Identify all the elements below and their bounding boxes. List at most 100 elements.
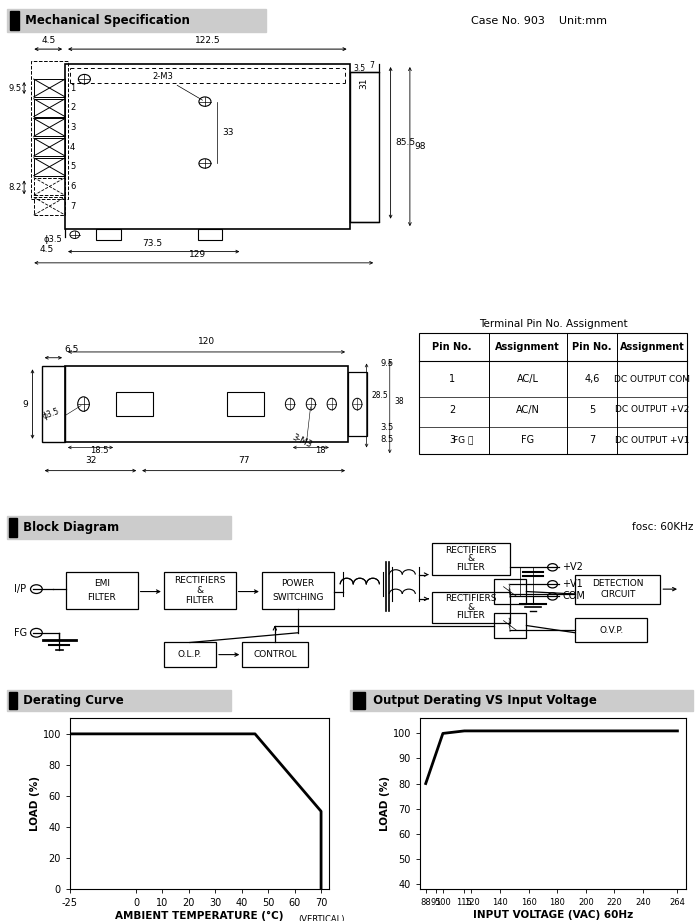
Text: AC/L: AC/L — [517, 375, 539, 384]
Bar — [494, 579, 526, 603]
Bar — [228, 392, 265, 415]
Bar — [34, 99, 65, 117]
Bar — [354, 692, 365, 709]
Text: FG ⏚: FG ⏚ — [453, 436, 474, 445]
Bar — [348, 372, 367, 436]
Text: 98: 98 — [414, 142, 426, 151]
Text: FILTER: FILTER — [186, 596, 214, 604]
Text: FILTER: FILTER — [456, 563, 485, 572]
Bar — [66, 572, 138, 609]
Bar — [349, 72, 379, 222]
Text: /: / — [507, 618, 513, 628]
Text: 2-M3: 2-M3 — [152, 72, 202, 100]
Text: RECTIFIERS: RECTIFIERS — [445, 546, 496, 555]
Text: 4.5: 4.5 — [40, 245, 54, 253]
Text: &: & — [468, 603, 475, 612]
Text: 122.5: 122.5 — [195, 36, 220, 45]
Bar — [116, 392, 153, 415]
Bar — [575, 575, 660, 603]
Text: 7: 7 — [369, 61, 374, 70]
Text: ϕ3.5: ϕ3.5 — [44, 235, 63, 244]
Bar — [262, 572, 334, 609]
Text: 18: 18 — [315, 447, 326, 455]
Text: Assignment: Assignment — [620, 342, 685, 352]
Text: O.L.P.: O.L.P. — [178, 650, 202, 659]
Text: &: & — [468, 554, 475, 564]
Text: 1: 1 — [70, 84, 75, 92]
Text: +V1: +V1 — [562, 579, 583, 589]
Bar — [34, 138, 65, 156]
Text: 120: 120 — [198, 337, 215, 346]
Text: 1: 1 — [449, 375, 455, 384]
Text: POWER: POWER — [281, 578, 314, 588]
Y-axis label: LOAD (%): LOAD (%) — [380, 776, 390, 831]
Text: 8.2: 8.2 — [8, 183, 22, 192]
Text: +V2: +V2 — [562, 563, 583, 572]
Text: 28.5: 28.5 — [371, 391, 388, 401]
Text: 6.5: 6.5 — [64, 345, 79, 354]
Text: Derating Curve: Derating Curve — [20, 694, 124, 707]
Text: RECTIFIERS: RECTIFIERS — [445, 594, 496, 603]
Text: 2: 2 — [449, 405, 455, 414]
Text: 31: 31 — [360, 77, 369, 88]
Bar — [575, 618, 648, 643]
X-axis label: AMBIENT TEMPERATURE (°C): AMBIENT TEMPERATURE (°C) — [116, 911, 284, 921]
Text: O.V.P.: O.V.P. — [599, 626, 624, 635]
Text: Mechanical Specification: Mechanical Specification — [21, 14, 190, 28]
Bar — [32, 62, 67, 199]
Text: Terminal Pin No. Assignment: Terminal Pin No. Assignment — [479, 319, 627, 329]
Bar — [34, 197, 65, 215]
Bar — [42, 367, 65, 442]
Text: 18.5: 18.5 — [90, 447, 109, 455]
Bar — [242, 643, 307, 667]
Text: 32: 32 — [85, 456, 96, 465]
Bar — [34, 178, 65, 195]
Text: FG: FG — [13, 628, 27, 637]
Text: &: & — [196, 586, 203, 595]
Text: CONTROL: CONTROL — [253, 650, 297, 659]
Text: 77: 77 — [238, 456, 249, 465]
Text: DETECTION: DETECTION — [592, 578, 643, 588]
Bar — [432, 591, 510, 624]
Text: CIRCUIT: CIRCUIT — [600, 590, 636, 600]
Text: 6: 6 — [70, 182, 76, 191]
Text: EMI: EMI — [94, 578, 110, 588]
Bar — [197, 229, 222, 240]
Text: FILTER: FILTER — [456, 612, 485, 620]
Bar — [432, 543, 510, 575]
Text: I/P: I/P — [13, 584, 26, 594]
Text: Output Derating VS Input Voltage: Output Derating VS Input Voltage — [369, 694, 596, 707]
Text: 3: 3 — [70, 122, 76, 132]
Text: 3-M3: 3-M3 — [290, 433, 313, 449]
Bar — [9, 518, 17, 537]
Text: 7: 7 — [70, 202, 76, 211]
Text: DC OUTPUT +V1: DC OUTPUT +V1 — [615, 436, 690, 445]
Text: Case No. 903    Unit:mm: Case No. 903 Unit:mm — [471, 16, 607, 26]
Text: 3.5: 3.5 — [381, 423, 393, 432]
Text: 3.5: 3.5 — [354, 64, 365, 73]
Text: RECTIFIERS: RECTIFIERS — [174, 577, 225, 585]
Text: 3: 3 — [449, 436, 455, 445]
Text: 4: 4 — [70, 143, 75, 152]
Bar — [494, 613, 526, 637]
Text: 9.5: 9.5 — [381, 359, 393, 368]
Text: Pin No.: Pin No. — [573, 342, 612, 352]
Text: Block Diagram: Block Diagram — [20, 520, 120, 534]
Text: SWITCHING: SWITCHING — [272, 593, 323, 602]
Text: ϕ3.5: ϕ3.5 — [41, 406, 60, 421]
Text: Pin No.: Pin No. — [433, 342, 472, 352]
Text: 5: 5 — [589, 405, 595, 414]
Bar — [97, 229, 120, 240]
Text: COM: COM — [562, 591, 585, 601]
Bar — [9, 692, 17, 709]
Bar — [164, 643, 216, 667]
Bar — [164, 572, 236, 609]
X-axis label: INPUT VOLTAGE (VAC) 60Hz: INPUT VOLTAGE (VAC) 60Hz — [473, 910, 633, 919]
Text: 85.5: 85.5 — [395, 138, 416, 147]
Text: /: / — [507, 584, 513, 594]
Bar — [34, 79, 65, 97]
Text: 7: 7 — [589, 436, 595, 445]
Bar — [65, 64, 349, 229]
Text: 73.5: 73.5 — [142, 239, 162, 248]
Text: FILTER: FILTER — [88, 593, 116, 602]
